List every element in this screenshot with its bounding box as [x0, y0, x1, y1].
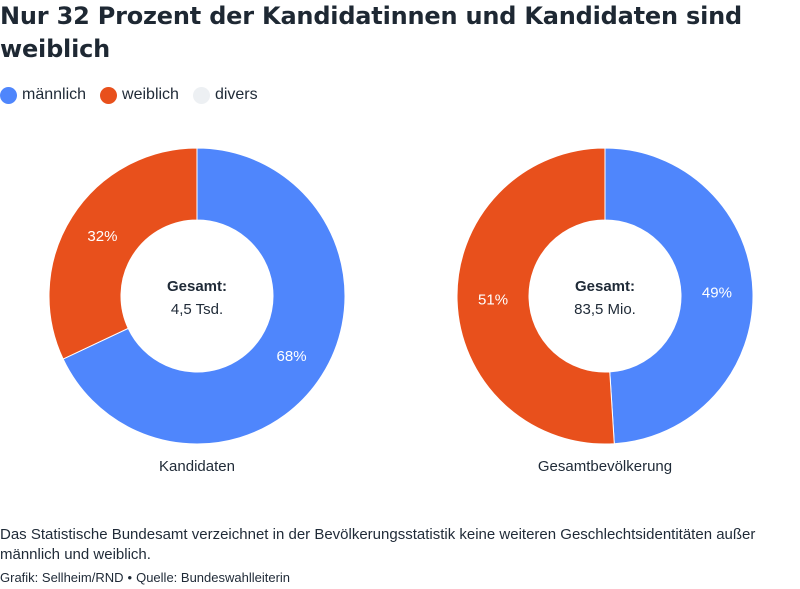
slice-1-weiblich [456, 147, 615, 445]
donut-title-kandidaten: Kandidaten [159, 458, 235, 475]
legend-swatch-divers [192, 86, 210, 104]
center-value-0: 4,5 Tsd. [171, 301, 223, 318]
slice-0-maennlich [62, 147, 346, 445]
legend-label-divers: divers [214, 86, 258, 103]
slice-label-1-1: 51% [478, 292, 508, 309]
legend-swatch-weiblich [100, 86, 118, 104]
chart-title: Nur 32 Prozent der Kandidatinnen und Kan… [0, 2, 743, 63]
slice-label-0-0: 68% [277, 348, 307, 365]
slice-0-weiblich [48, 147, 198, 360]
legend-item-maennlich: männlich [0, 86, 86, 104]
legend-label-maennlich: männlich [22, 86, 87, 103]
center-value-1: 83,5 Mio. [574, 301, 636, 318]
center-label-0: Gesamt: [167, 278, 227, 295]
legend-item-weiblich: weiblich [100, 86, 179, 104]
charts-area: 68% 32% Gesamt: 4,5 Tsd. 49% 51% Gesamt: 83,5 M… [0, 140, 800, 490]
slice-label-1-0: 49% [702, 284, 732, 301]
legend-swatch-maennlich [0, 86, 17, 104]
donut-title-gesamtbevoelkerung: Gesamtbevölkerung [537, 458, 673, 475]
credit-separator: • [127, 570, 133, 585]
center-label-1: Gesamt: [575, 278, 635, 295]
legend: männlich weiblich divers [0, 86, 272, 104]
slice-1-maennlich [604, 147, 754, 445]
credit-grafik: Grafik: Sellheim/RND [0, 570, 124, 585]
legend-item-divers: divers [192, 86, 258, 104]
slice-label-0-1: 32% [87, 228, 117, 245]
donut-charts-svg: 68% 32% Gesamt: 4,5 Tsd. 49% 51% Gesamt: 83,5 M… [48, 147, 754, 445]
legend-label-weiblich: weiblich [122, 86, 179, 103]
credit-line: Grafik: Sellheim/RND • Quelle: Bundeswahll… [0, 570, 290, 585]
credit-quelle: Quelle: Bundeswahlleiterin [136, 570, 291, 585]
footnote: Das Statistische Bundesamt verzeichnet i… [0, 526, 756, 563]
